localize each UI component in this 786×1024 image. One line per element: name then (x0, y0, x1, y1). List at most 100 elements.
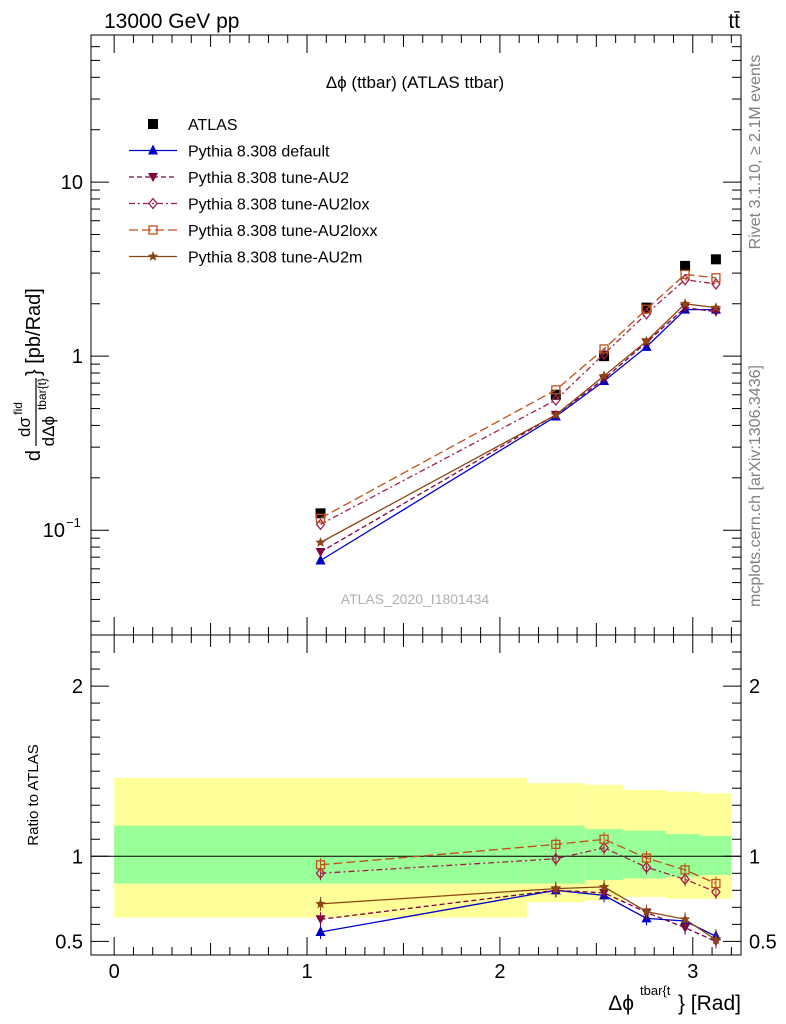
ratio-point-pythia-8-308-tune-au2lox (680, 873, 690, 886)
legend-item-pythia-8-308-tune-au2loxx: Pythia 8.308 tune-AU2loxx (129, 223, 377, 240)
ratio-point-pythia-8-308-tune-au2 (680, 923, 691, 933)
ratio-bands (114, 777, 732, 918)
ratio-line-pythia-8-308-tune-au2lox (320, 847, 717, 893)
ratio-ylabel: Ratio to ATLAS (25, 744, 42, 845)
legend-item-pythia-8-308-tune-au2lox: Pythia 8.308 tune-AU2lox (129, 197, 369, 214)
ratio-ytick-label-right: 1 (749, 846, 760, 868)
main-point-pythia-8-308-tune-au2m (598, 370, 610, 381)
legend-item-pythia-8-308-default: Pythia 8.308 default (129, 144, 330, 161)
ratio-point-pythia-8-308-tune-au2m (710, 934, 722, 945)
ratio-axes: 0.5 0.5 1 1 2 2 0 1 2 3 (55, 635, 777, 983)
main-series (315, 254, 722, 565)
main-point-pythia-8-308-tune-au2loxx (680, 269, 690, 280)
legend-item-pythia-8-308-tune-au2m: Pythia 8.308 tune-AU2m (129, 250, 362, 267)
main-point-pythia-8-308-tune-au2loxx (599, 344, 609, 354)
ylabel-dsigma: dσ (15, 416, 34, 436)
main-line-pythia-8-308-tune-au2 (320, 306, 716, 553)
legend-label: ATLAS (188, 117, 238, 134)
ylabel-fid: fid (11, 402, 25, 415)
main-title: Δϕ (ttbar) (ATLAS ttbar) (326, 73, 504, 92)
main-point-pythia-8-308-tune-au2loxx (711, 273, 721, 283)
ratio-point-pythia-8-308-tune-au2lox (711, 885, 721, 899)
main-point-atlas (710, 254, 721, 265)
ratio-xtick-label: 1 (301, 961, 312, 983)
main-point-pythia-8-308-tune-au2m (679, 298, 691, 309)
legend-marker (148, 225, 158, 235)
main-point-pythia-8-308-tune-au2loxx (641, 304, 652, 314)
xlabel-sup: tbar{t (640, 983, 671, 998)
ratio-point-pythia-8-308-tune-au2loxx (315, 860, 326, 870)
main-point-pythia-8-308-tune-au2 (315, 547, 326, 557)
mcplots-label: mcplots.cern.ch [arXiv:1306.3436] (747, 365, 764, 607)
main-point-pythia-8-308-tune-au2m (641, 335, 652, 346)
process-label: tt̄ (728, 10, 740, 33)
ratio-series (315, 832, 722, 949)
ratio-line-pythia-8-308-tune-au2loxx (320, 838, 717, 885)
ratio-panel: 0.5 0.5 1 1 2 2 0 1 2 3 Ratio to ATLAS Δϕ tbar{t … (25, 634, 777, 1015)
ratio-ytick-label-right: 0.5 (749, 931, 777, 953)
ratio-xlabel: Δϕ tbar{t } [Rad] (608, 983, 741, 1015)
xlabel-unit: } [Rad] (678, 992, 741, 1015)
main-point-atlas (680, 260, 691, 271)
ratio-point-pythia-8-308-tune-au2m (679, 913, 691, 924)
legend-marker (148, 119, 158, 129)
ratio-series-pythia-8-308-tune-au2loxx (315, 832, 721, 891)
ratio-ytick-label: 2 (72, 676, 83, 698)
main-point-pythia-8-308-tune-au2m (550, 409, 562, 420)
main-point-pythia-8-308-default (315, 554, 326, 565)
ylabel-d: d (23, 450, 45, 461)
legend-label: Pythia 8.308 tune-AU2lox (188, 197, 369, 214)
watermark: ATLAS_2020_I1801434 (341, 591, 490, 607)
ratio-band-inner (665, 834, 701, 877)
main-point-atlas (315, 508, 326, 519)
ratio-point-pythia-8-308-tune-au2lox (315, 867, 326, 880)
legend-label: Pythia 8.308 tune-AU2loxx (188, 223, 377, 240)
main-ylabel: d dσ fid dΔϕ tbar{t} } [pb/Rad] (11, 288, 58, 461)
main-point-pythia-8-308-tune-au2loxx (551, 385, 561, 395)
main-point-pythia-8-308-tune-au2lox (599, 347, 609, 360)
main-ytick-label: 10 (61, 172, 83, 194)
main-point-pythia-8-308-tune-au2loxx (315, 513, 326, 523)
main-point-atlas (599, 351, 610, 362)
main-line-pythia-8-308-tune-au2m (320, 303, 716, 544)
main-line-pythia-8-308-tune-au2loxx (320, 273, 716, 519)
ratio-xtick-label: 3 (687, 961, 698, 983)
main-point-atlas (641, 302, 652, 313)
legend-marker (148, 144, 158, 155)
legend-label: Pythia 8.308 tune-AU2 (188, 170, 349, 187)
main-line-pythia-8-308-default (320, 308, 716, 562)
ratio-line-pythia-8-308-tune-au2 (320, 889, 717, 942)
xlabel-dphi: Δϕ (608, 992, 634, 1015)
ratio-xtick-label: 2 (494, 961, 505, 983)
ratio-point-pythia-8-308-tune-au2m (641, 906, 652, 916)
ratio-point-pythia-8-308-tune-au2loxx (641, 853, 652, 863)
main-ytick-label-exp: −1 (66, 515, 81, 530)
main-point-pythia-8-308-tune-au2m (710, 302, 722, 313)
ratio-point-pythia-8-308-tune-au2 (315, 915, 326, 925)
ratio-point-pythia-8-308-tune-au2m (598, 881, 610, 892)
legend-label: Pythia 8.308 default (188, 144, 330, 161)
ratio-series-pythia-8-308-tune-au2lox (315, 840, 721, 900)
ratio-xtick-label: 0 (109, 961, 120, 983)
legend-item-atlas: ATLAS (148, 117, 238, 134)
ratio-point-pythia-8-308-tune-au2m (315, 898, 326, 909)
ratio-band-inner (700, 835, 732, 875)
rivet-label: Rivet 3.1.10, ≥ 2.1M events (747, 55, 764, 250)
ratio-point-pythia-8-308-tune-au2lox (599, 841, 609, 854)
ylabel-dphi: dΔϕ (39, 416, 58, 446)
main-panel: ATLAS_2020_I1801434 Δϕ (ttbar) (ATLAS tt… (11, 34, 742, 636)
legend-marker (148, 173, 158, 182)
legend-label: Pythia 8.308 tune-AU2m (188, 250, 362, 267)
ratio-plot-border (90, 634, 742, 956)
ylabel-tbar: tbar{t} (35, 378, 49, 410)
ratio-point-pythia-8-308-tune-au2loxx (551, 839, 561, 850)
ratio-point-pythia-8-308-tune-au2lox (551, 852, 561, 865)
main-point-pythia-8-308-tune-au2lox (551, 393, 561, 407)
legend-marker (148, 197, 158, 210)
ratio-series-pythia-8-308-tune-au2m (315, 879, 722, 947)
ratio-point-pythia-8-308-tune-au2loxx (711, 878, 721, 889)
main-ytick-label: 10 (43, 520, 65, 542)
ratio-point-pythia-8-308-tune-au2loxx (599, 834, 609, 844)
